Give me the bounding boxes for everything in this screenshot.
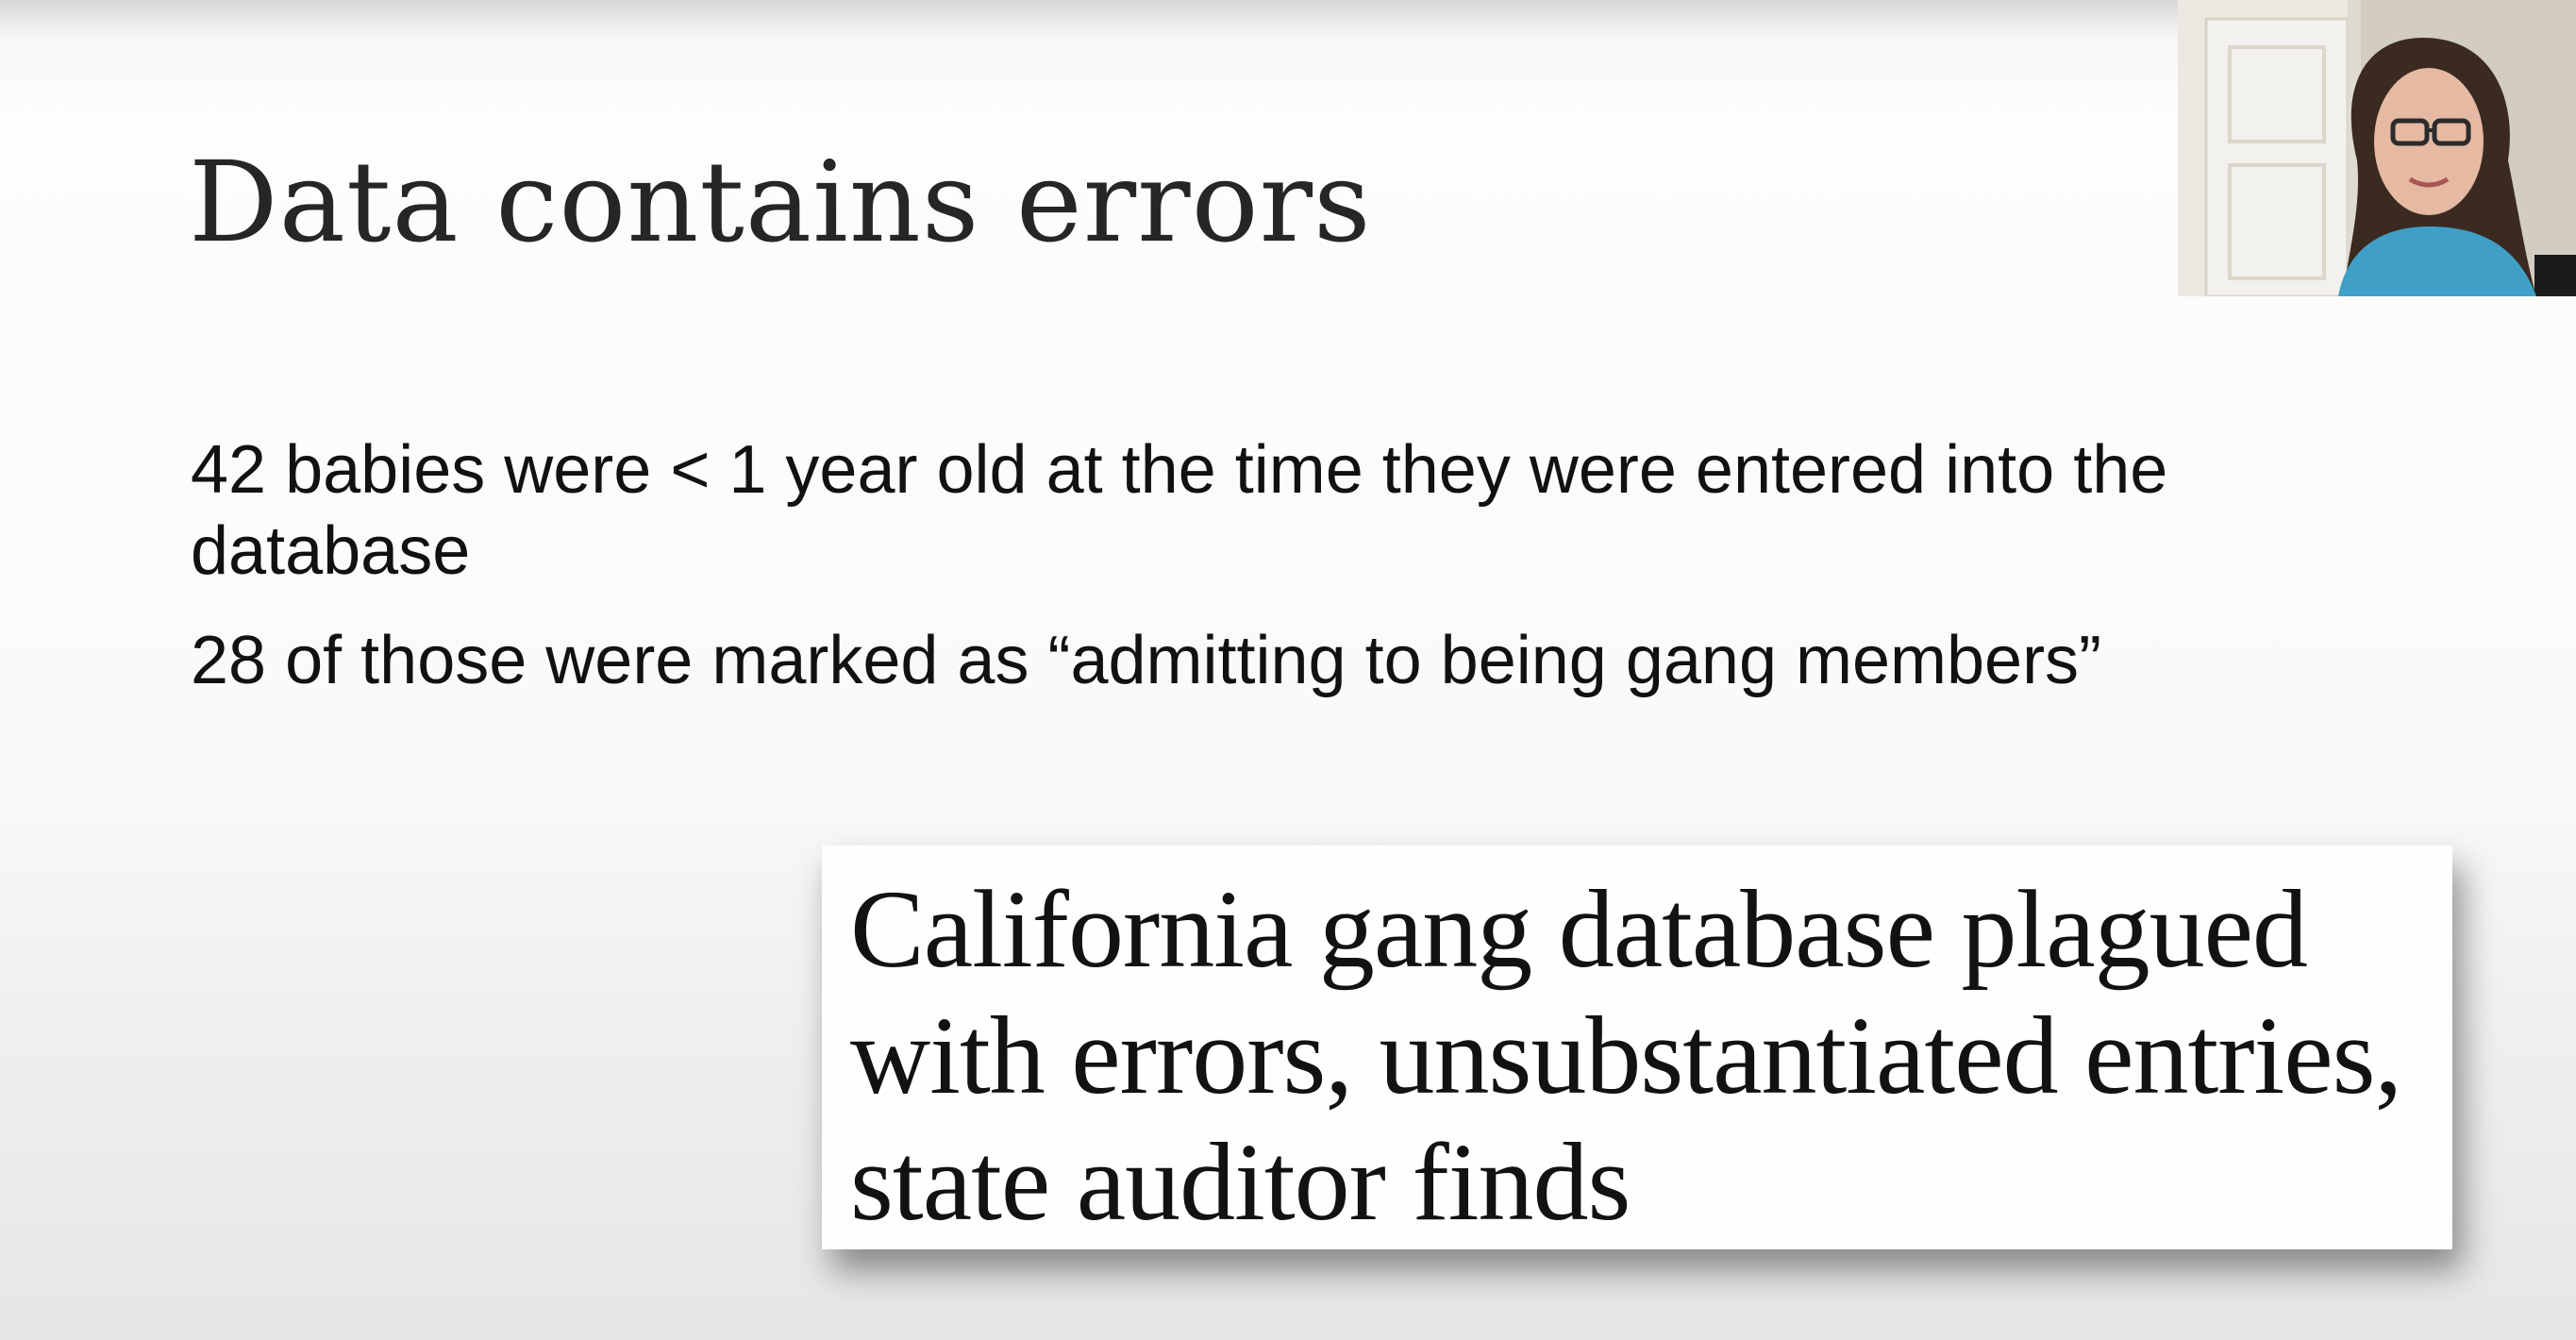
news-headline: California gang database plagued with er…: [850, 867, 2402, 1244]
news-headline-card: California gang database plagued with er…: [822, 846, 2452, 1249]
slide-body: 42 babies were < 1 year old at the time …: [191, 429, 2314, 729]
presenter-webcam-video: [2178, 0, 2576, 296]
presenter-video-icon: [2178, 0, 2576, 296]
bullet-babies: 42 babies were < 1 year old at the time …: [191, 432, 2168, 589]
slide-title: Data contains errors: [189, 137, 1372, 267]
bullet-gang-members: 28 of those were marked as “admitting to…: [191, 623, 2102, 698]
